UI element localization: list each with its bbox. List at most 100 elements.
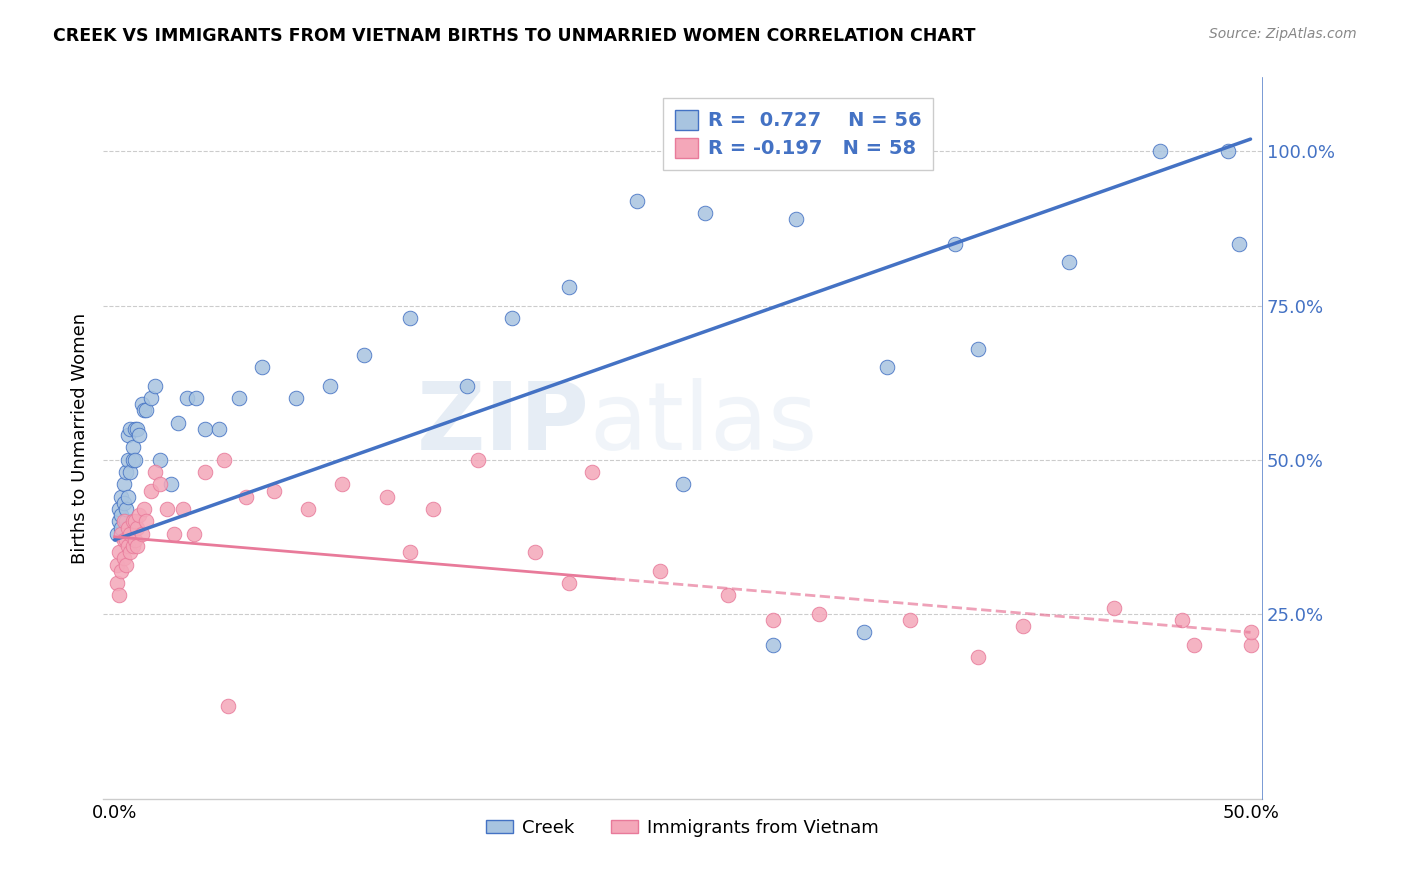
Point xyxy=(353,348,375,362)
Point xyxy=(117,520,139,534)
Point xyxy=(132,403,155,417)
Point xyxy=(135,403,157,417)
Point xyxy=(319,378,342,392)
Point xyxy=(115,515,138,529)
Point xyxy=(117,539,139,553)
Point xyxy=(467,452,489,467)
Point xyxy=(399,310,422,325)
Point xyxy=(807,607,830,621)
Point xyxy=(967,342,990,356)
Point xyxy=(127,539,149,553)
Point xyxy=(160,477,183,491)
Point xyxy=(762,613,785,627)
Point xyxy=(124,452,146,467)
Point xyxy=(1171,613,1194,627)
Point xyxy=(156,502,179,516)
Point xyxy=(176,391,198,405)
Point xyxy=(131,397,153,411)
Point xyxy=(250,360,273,375)
Point xyxy=(121,452,143,467)
Point xyxy=(121,441,143,455)
Point xyxy=(558,576,581,591)
Point xyxy=(1216,145,1239,159)
Point xyxy=(330,477,353,491)
Point xyxy=(1057,255,1080,269)
Text: Source: ZipAtlas.com: Source: ZipAtlas.com xyxy=(1209,27,1357,41)
Point xyxy=(456,378,478,392)
Text: atlas: atlas xyxy=(589,377,818,470)
Point xyxy=(558,280,581,294)
Point xyxy=(1012,619,1035,633)
Point xyxy=(149,452,172,467)
Point xyxy=(167,416,190,430)
Point xyxy=(297,502,319,516)
Point xyxy=(117,490,139,504)
Point xyxy=(876,360,898,375)
Point xyxy=(120,545,142,559)
Point xyxy=(194,465,217,479)
Point xyxy=(1149,145,1171,159)
Point xyxy=(1227,236,1250,251)
Point xyxy=(943,236,966,251)
Point xyxy=(110,520,132,534)
Point xyxy=(112,496,135,510)
Point xyxy=(186,391,208,405)
Point xyxy=(112,533,135,547)
Point xyxy=(127,422,149,436)
Point xyxy=(124,515,146,529)
Point xyxy=(128,508,150,523)
Point xyxy=(121,539,143,553)
Point xyxy=(131,526,153,541)
Point xyxy=(671,477,693,491)
Point xyxy=(110,508,132,523)
Point xyxy=(695,206,717,220)
Point xyxy=(139,391,162,405)
Point xyxy=(399,545,422,559)
Point xyxy=(1239,625,1261,640)
Point xyxy=(648,564,671,578)
Point xyxy=(1102,600,1125,615)
Point xyxy=(1182,638,1205,652)
Point xyxy=(132,502,155,516)
Point xyxy=(212,452,235,467)
Legend: Creek, Immigrants from Vietnam: Creek, Immigrants from Vietnam xyxy=(479,812,886,844)
Point xyxy=(115,465,138,479)
Point xyxy=(117,428,139,442)
Point xyxy=(285,391,308,405)
Point xyxy=(785,212,807,227)
Point xyxy=(581,465,603,479)
Point xyxy=(108,545,131,559)
Point xyxy=(501,310,523,325)
Point xyxy=(762,638,785,652)
Point xyxy=(263,483,285,498)
Point xyxy=(108,588,131,602)
Point xyxy=(172,502,194,516)
Point xyxy=(145,465,167,479)
Point xyxy=(375,490,398,504)
Point xyxy=(110,490,132,504)
Point xyxy=(120,422,142,436)
Point xyxy=(128,428,150,442)
Point xyxy=(110,526,132,541)
Point xyxy=(110,564,132,578)
Point xyxy=(108,502,131,516)
Point xyxy=(115,533,138,547)
Point xyxy=(112,477,135,491)
Point xyxy=(145,378,167,392)
Point xyxy=(124,533,146,547)
Point xyxy=(162,526,184,541)
Text: ZIP: ZIP xyxy=(418,377,589,470)
Point xyxy=(112,515,135,529)
Point xyxy=(208,422,231,436)
Point xyxy=(717,588,740,602)
Point xyxy=(967,650,990,665)
Point xyxy=(228,391,250,405)
Point xyxy=(422,502,444,516)
Point xyxy=(105,558,128,572)
Point xyxy=(124,422,146,436)
Point xyxy=(217,699,239,714)
Y-axis label: Births to Unmarried Women: Births to Unmarried Women xyxy=(72,312,89,564)
Point xyxy=(523,545,546,559)
Point xyxy=(235,490,257,504)
Point xyxy=(120,465,142,479)
